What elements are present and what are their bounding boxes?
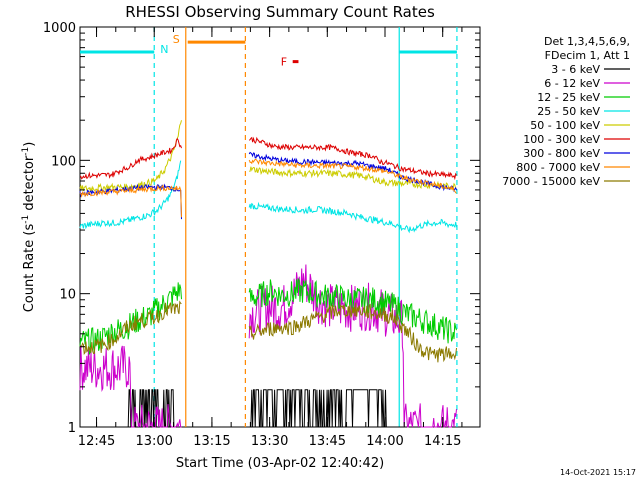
legend-entry-300-800-kev: 300 - 800 keV [523, 147, 600, 160]
y-tick-labels: 1 10 100 1000 [43, 21, 76, 436]
y-tick-label: 10 [59, 288, 76, 303]
orbit-status-bars: NS F [80, 33, 457, 69]
series-line-800-7000-kev [79, 184, 182, 218]
x-tick-label: 13:00 [135, 434, 172, 449]
plot-frame [79, 26, 481, 428]
series-100-300-kev [80, 136, 457, 181]
legend: Det 1,3,4,5,6,9,FDecim 1, Att 13 - 6 keV… [502, 35, 630, 188]
series-line-7000-15000-kev [248, 302, 457, 363]
legend-entry-7000-15000-kev: 7000 - 15000 keV [502, 175, 600, 188]
series-line-50-100-kev [249, 166, 457, 190]
chart-title: RHESSI Observing Summary Count Rates [125, 3, 435, 21]
legend-header-line: Det 1,3,4,5,6,9, [544, 35, 630, 48]
legend-entry-12-25-kev: 12 - 25 keV [537, 91, 600, 104]
series-line-25-50-kev [248, 201, 457, 234]
series-layer [79, 120, 457, 428]
x-tick-label: 12:45 [78, 434, 115, 449]
series-800-7000-kev [79, 158, 457, 218]
saa-label: S [173, 33, 180, 46]
y-tick-label: 1000 [43, 21, 76, 36]
y-tick-label: 100 [51, 154, 76, 169]
legend-entry-50-100-kev: 50 - 100 keV [530, 119, 600, 132]
x-tick-labels: 12:45 13:00 13:15 13:30 13:45 14:00 14:15 [78, 434, 462, 449]
series-line-800-7000-kev [248, 158, 457, 194]
series-line-300-800-kev [248, 151, 457, 193]
legend-entry-3-6-kev: 3 - 6 keV [551, 63, 600, 76]
legend-entry-6-12-kev: 6 - 12 keV [544, 77, 600, 90]
x-tick-label: 13:15 [193, 434, 230, 449]
series-line-7000-15000-kev [79, 300, 182, 355]
x-tick-label: 13:45 [309, 434, 346, 449]
axis-ticks [80, 26, 480, 428]
generation-timestamp: 14-Oct-2021 15:17 [560, 468, 636, 477]
series-50-100-kev [79, 120, 457, 192]
x-tick-label: 14:15 [424, 434, 461, 449]
legend-entry-100-300-kev: 100 - 300 keV [523, 133, 600, 146]
y-axis-label: Count Rate (s-1 detector-1) [21, 142, 37, 313]
series-6-12-kev [79, 264, 457, 428]
series-line-100-300-kev [80, 137, 182, 180]
legend-entry-25-50-kev: 25 - 50 keV [537, 105, 600, 118]
series-7000-15000-kev [79, 300, 457, 363]
series-line-3-6-kev [249, 389, 388, 428]
series-line-50-100-kev [79, 120, 182, 192]
legend-header-line: FDecim 1, Att 1 [545, 49, 630, 62]
x-tick-label: 14:00 [366, 434, 403, 449]
y-tick-label: 1 [68, 421, 76, 436]
series-25-50-kev [79, 160, 457, 234]
series-line-100-300-kev [248, 136, 457, 181]
x-axis-label: Start Time (03-Apr-02 12:40:42) [176, 456, 384, 471]
flare-label: F [281, 56, 287, 69]
series-line-25-50-kev [79, 160, 182, 230]
series-line-6-12-kev [79, 345, 182, 428]
legend-entry-800-7000-kev: 800 - 7000 keV [516, 161, 600, 174]
orbit-boundary-lines [153, 27, 458, 427]
night-label: N [160, 43, 168, 56]
x-tick-label: 13:30 [251, 434, 288, 449]
